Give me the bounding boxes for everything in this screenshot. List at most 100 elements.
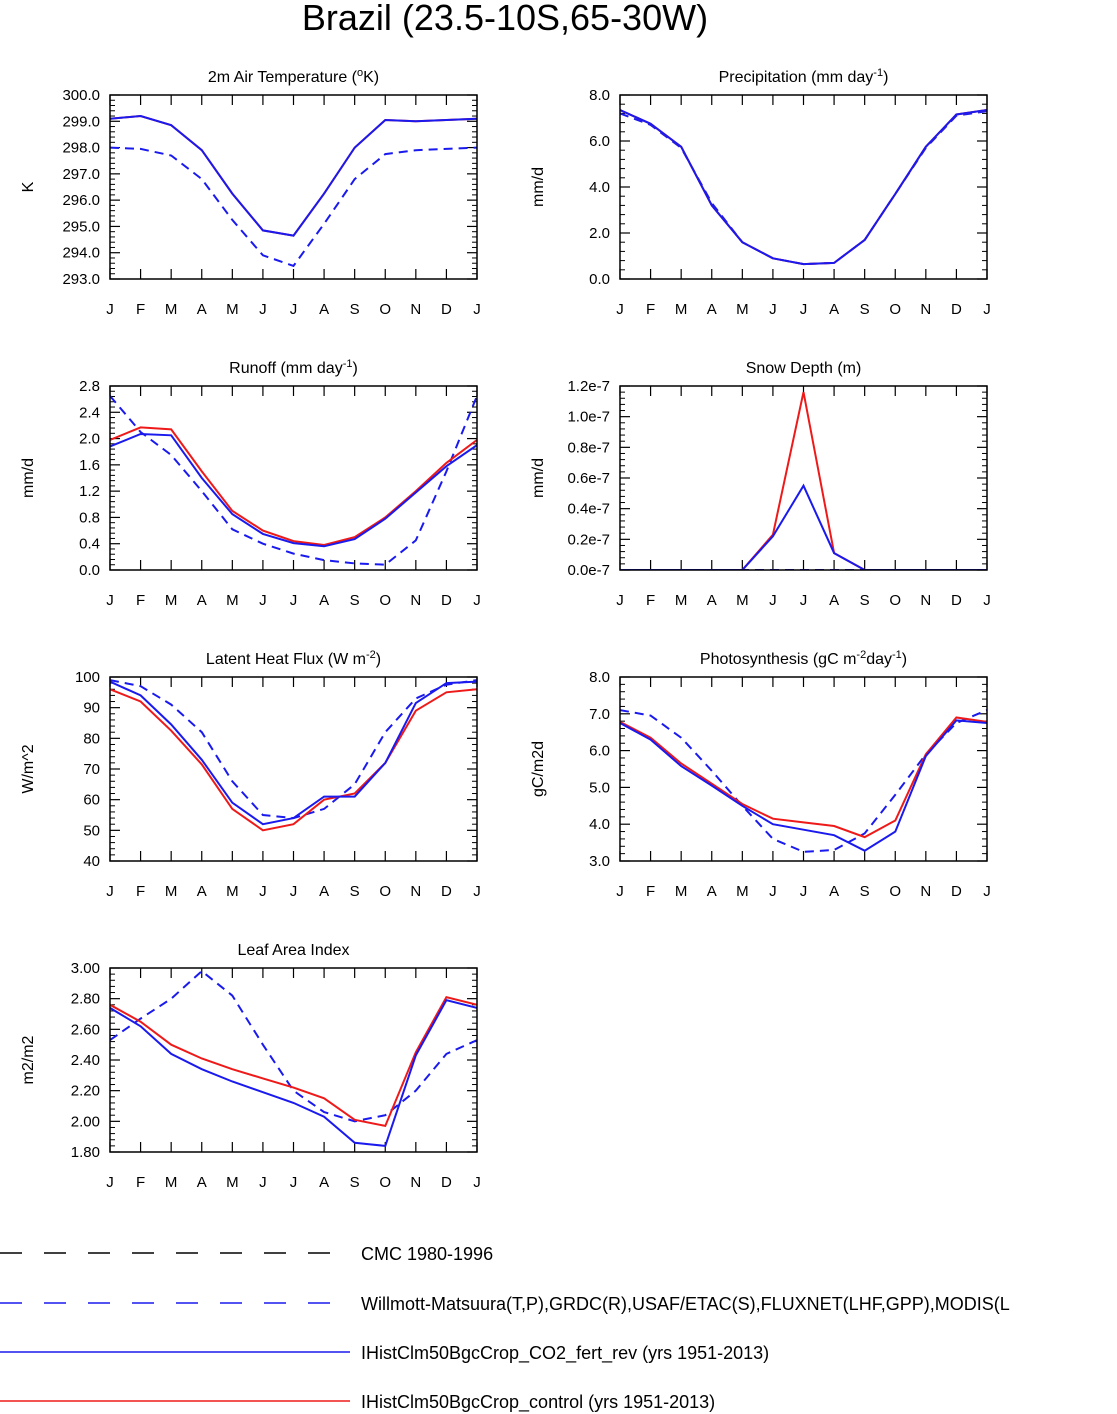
legend-item: CMC 1980-1996 [0, 1244, 493, 1264]
y-tick-label: 299.0 [62, 113, 100, 130]
x-tick-label: A [707, 301, 717, 318]
x-tick-label: N [920, 592, 931, 609]
figure-title: Brazil (23.5-10S,65-30W) [302, 0, 708, 38]
y-tick-label: 0.0 [79, 562, 100, 579]
x-tick-label: A [829, 301, 839, 318]
panel-6: Photosynthesis (gC m-2day-1) gC/m2d J F M A M J… [530, 649, 991, 900]
y-tick-label: 0.4 [79, 536, 100, 553]
x-tick-label: S [350, 592, 360, 609]
x-tick-label: N [920, 883, 931, 900]
x-tick-label: J [473, 883, 481, 900]
x-tick-label: F [136, 1174, 145, 1191]
series-line-dash-blue [620, 110, 987, 266]
x-tick-label: J [616, 301, 624, 318]
y-tick-label: 0.2e-7 [567, 531, 610, 548]
y-tick-label: 2.20 [71, 1083, 100, 1100]
x-tick-label: J [800, 883, 808, 900]
y-tick-label: 2.0 [79, 431, 100, 448]
x-tick-label: M [226, 301, 239, 318]
x-tick-label: A [829, 592, 839, 609]
y-tick-label: 4.0 [589, 179, 610, 196]
y-tick-label: 3.0 [589, 853, 610, 870]
y-tick-label: 293.0 [62, 271, 100, 288]
y-tick-label: 2.00 [71, 1113, 100, 1130]
x-tick-label: J [800, 592, 808, 609]
series-line-solid-red [620, 716, 987, 839]
panel-title: Runoff (mm day-1) [229, 358, 358, 377]
x-tick-label: F [136, 301, 145, 318]
x-tick-label: M [165, 883, 178, 900]
legend-item: IHistClm50BgcCrop_CO2_fert_rev (yrs 1951… [0, 1343, 769, 1364]
x-tick-label: J [290, 1174, 298, 1191]
x-tick-label: D [951, 301, 962, 318]
y-tick-label: 296.0 [62, 192, 100, 209]
x-tick-label: J [106, 1174, 114, 1191]
x-tick-label: S [860, 592, 870, 609]
x-tick-label: A [707, 883, 717, 900]
series-line-dash-blue [110, 395, 477, 566]
y-tick-label: 1.2e-7 [567, 378, 610, 395]
y-tick-label: 0.6e-7 [567, 470, 610, 487]
x-tick-label: J [473, 592, 481, 609]
x-tick-label: M [165, 1174, 178, 1191]
y-tick-label: 0.0 [589, 271, 610, 288]
y-tick-label: 1.6 [79, 457, 100, 474]
plot-frame [619, 385, 988, 571]
y-tick-label: 2.60 [71, 1021, 100, 1038]
x-tick-label: J [769, 883, 777, 900]
y-tick-label: 2.4 [79, 404, 100, 421]
series-line-solid-blue [110, 114, 477, 237]
y-tick-label: 0.0e-7 [567, 562, 610, 579]
x-tick-label: J [983, 301, 991, 318]
y-tick-label: 8.0 [589, 87, 610, 104]
series-line-solid-red [110, 688, 477, 832]
y-tick-label: 80 [83, 730, 100, 747]
panel-5: Latent Heat Flux (W m-2) W/m^2 J F M A M J J A S O N… [20, 649, 481, 900]
x-tick-label: S [350, 301, 360, 318]
panel-4: Snow Depth (m) mm/d J F M A M J J A S O N D J 0.0e-7 0.2… [530, 360, 991, 609]
series-line-solid-blue [110, 999, 477, 1147]
x-tick-label: O [379, 301, 391, 318]
x-tick-label: J [473, 1174, 481, 1191]
y-tick-label: 298.0 [62, 140, 100, 157]
x-tick-label: J [259, 301, 267, 318]
x-tick-label: N [920, 301, 931, 318]
x-tick-label: D [441, 301, 452, 318]
y-tick-label: 2.8 [79, 378, 100, 395]
panel-2: Precipitation (mm day-1) mm/d J F M A M J J A S O N D… [530, 67, 991, 318]
panel-title: 2m Air Temperature (oK) [208, 67, 379, 86]
y-tick-label: 297.0 [62, 166, 100, 183]
x-tick-label: A [197, 1174, 207, 1191]
y-axis-label: K [20, 181, 37, 192]
y-tick-label: 2.0 [589, 225, 610, 242]
plot-frame [109, 676, 478, 862]
x-tick-label: F [136, 883, 145, 900]
x-tick-label: M [165, 592, 178, 609]
x-tick-label: N [410, 592, 421, 609]
x-tick-label: D [441, 883, 452, 900]
panel-1: 2m Air Temperature (oK) K J F M A M J J A S O N D J 293… [20, 67, 481, 318]
legend: CMC 1980-1996 Willmott-Matsuura(T,P),GRDC… [0, 1244, 1010, 1413]
series-line-solid-blue [110, 680, 477, 826]
y-tick-label: 2.80 [71, 991, 100, 1008]
x-tick-label: M [736, 883, 749, 900]
legend-item: IHistClm50BgcCrop_control (yrs 1951-2013… [0, 1392, 715, 1413]
series-line-solid-blue [620, 109, 987, 266]
y-axis-label: mm/d [530, 458, 547, 498]
x-tick-label: D [951, 592, 962, 609]
x-tick-label: S [350, 1174, 360, 1191]
y-tick-label: 294.0 [62, 245, 100, 262]
x-tick-label: A [197, 301, 207, 318]
panels: 2m Air Temperature (oK) K J F M A M J J A S O N D J 293… [20, 67, 991, 1191]
y-tick-label: 6.0 [589, 133, 610, 150]
panel-title: Latent Heat Flux (W m-2) [206, 649, 381, 668]
y-tick-label: 0.8 [79, 509, 100, 526]
y-tick-label: 60 [83, 792, 100, 809]
panel-7: Leaf Area Index m2/m2 J F M A M J J A S O N D J 1.80 2.0… [20, 942, 481, 1191]
y-tick-label: 4.0 [589, 816, 610, 833]
y-tick-label: 40 [83, 853, 100, 870]
x-tick-label: J [769, 592, 777, 609]
series-line-dash-blue [620, 709, 987, 853]
plot-frame [619, 676, 988, 862]
legend-label: CMC 1980-1996 [361, 1244, 493, 1264]
